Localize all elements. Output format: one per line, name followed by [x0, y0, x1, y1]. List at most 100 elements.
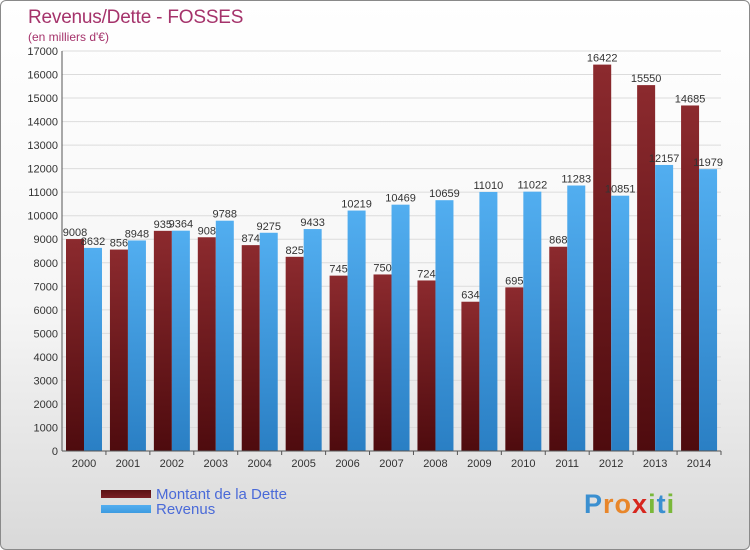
y-tick-label: 0 — [52, 446, 58, 458]
bar-debt — [285, 256, 304, 451]
data-label-debt: 14685 — [675, 93, 706, 105]
data-label-revenus: 11010 — [474, 180, 504, 192]
x-tick-label: 2008 — [423, 458, 447, 470]
y-tick-label: 4000 — [34, 352, 58, 364]
data-label-debt: 724 — [417, 268, 435, 280]
bar-revenus — [611, 195, 630, 451]
y-tick-label: 14000 — [27, 117, 58, 129]
x-tick-label: 2010 — [511, 458, 535, 470]
legend-swatch-debt — [101, 490, 151, 498]
bar-debt — [241, 245, 260, 451]
data-label-debt: 745 — [329, 264, 347, 276]
data-label-debt: 9008 — [63, 227, 87, 239]
legend-label-revenus: Revenus — [156, 501, 216, 518]
data-label-revenus: 10219 — [341, 199, 372, 211]
x-tick-label: 2005 — [291, 458, 315, 470]
chart-subtitle: (en milliers d'€) — [28, 30, 109, 44]
bar-revenus — [215, 220, 234, 451]
data-label-revenus: 10469 — [385, 193, 416, 205]
y-tick-label: 15000 — [27, 93, 58, 105]
data-label-revenus: 9275 — [256, 221, 280, 233]
bar-revenus — [655, 164, 674, 451]
data-label-debt: 908 — [198, 225, 216, 237]
y-tick-label: 13000 — [27, 140, 58, 152]
data-label-revenus: 8632 — [81, 236, 105, 248]
data-label-debt: 750 — [373, 262, 391, 274]
data-label-revenus: 9788 — [213, 209, 237, 221]
data-label-debt: 935 — [154, 219, 172, 231]
data-label-debt: 856 — [110, 238, 128, 250]
bar-revenus — [84, 247, 102, 451]
bar-debt — [505, 287, 524, 451]
bar-revenus — [127, 240, 146, 451]
data-label-debt: 15550 — [631, 73, 662, 85]
y-tick-label: 9000 — [34, 234, 58, 246]
legend-label-debt: Montant de la Dette — [156, 486, 287, 503]
data-label-revenus: 10851 — [605, 184, 636, 196]
logo-letter: r — [603, 489, 615, 519]
x-tick-label: 2003 — [204, 458, 228, 470]
x-tick-label: 2013 — [643, 458, 667, 470]
bar-debt — [153, 230, 172, 451]
data-label-revenus: 9433 — [300, 217, 324, 229]
bar-revenus — [347, 210, 366, 451]
x-tick-label: 2001 — [116, 458, 140, 470]
bar-revenus — [479, 191, 498, 452]
data-label-revenus: 12157 — [649, 153, 680, 165]
logo-letter: o — [614, 489, 633, 519]
data-label-revenus: 11979 — [693, 157, 723, 169]
bar-debt — [109, 249, 128, 451]
x-tick-label: 2009 — [467, 458, 491, 470]
x-tick-label: 2004 — [247, 458, 271, 470]
x-tick-label: 2006 — [335, 458, 359, 470]
data-label-revenus: 11022 — [517, 180, 547, 192]
data-label-debt: 874 — [242, 233, 260, 245]
bar-debt — [681, 105, 700, 452]
bar-debt — [66, 239, 84, 451]
proxiti-logo: Proxiti — [584, 489, 675, 520]
bar-revenus — [523, 191, 542, 452]
logo-letter: t — [656, 489, 667, 519]
bar-revenus — [303, 229, 322, 451]
bar-debt — [461, 301, 480, 451]
y-tick-label: 6000 — [34, 305, 58, 317]
bar-revenus — [699, 169, 718, 451]
data-label-revenus: 8948 — [125, 228, 149, 240]
bar-revenus — [435, 200, 454, 451]
data-label-revenus: 10659 — [429, 188, 460, 200]
x-tick-label: 2011 — [555, 458, 579, 470]
bar-debt — [197, 237, 216, 451]
y-tick-label: 2000 — [34, 399, 58, 411]
y-tick-label: 3000 — [34, 375, 58, 387]
logo-letter: i — [648, 489, 657, 519]
x-tick-label: 2014 — [687, 458, 711, 470]
bar-revenus — [567, 185, 586, 452]
bar-debt — [593, 64, 612, 451]
bar-revenus — [171, 230, 190, 451]
y-tick-label: 12000 — [27, 164, 58, 176]
y-tick-label: 8000 — [34, 258, 58, 270]
y-tick-label: 7000 — [34, 281, 58, 293]
data-label-debt: 695 — [505, 275, 523, 287]
data-label-debt: 16422 — [587, 53, 618, 65]
data-label-debt: 825 — [285, 245, 303, 257]
y-tick-label: 17000 — [27, 46, 58, 58]
y-tick-label: 5000 — [34, 328, 58, 340]
bar-debt — [373, 274, 392, 451]
x-tick-label: 2002 — [160, 458, 184, 470]
logo-letter: x — [632, 489, 649, 519]
chart-title: Revenus/Dette - FOSSES — [28, 7, 244, 28]
data-label-revenus: 9364 — [169, 219, 193, 231]
data-label-debt: 634 — [461, 290, 479, 302]
bar-revenus — [259, 232, 278, 451]
bar-debt — [637, 85, 656, 451]
bar-debt — [549, 246, 568, 451]
y-tick-label: 1000 — [34, 422, 58, 434]
bar-revenus — [391, 204, 410, 451]
bar-debt — [329, 275, 348, 451]
x-tick-label: 2000 — [72, 458, 96, 470]
y-tick-label: 11000 — [28, 187, 58, 199]
logo-letter: P — [584, 489, 604, 519]
